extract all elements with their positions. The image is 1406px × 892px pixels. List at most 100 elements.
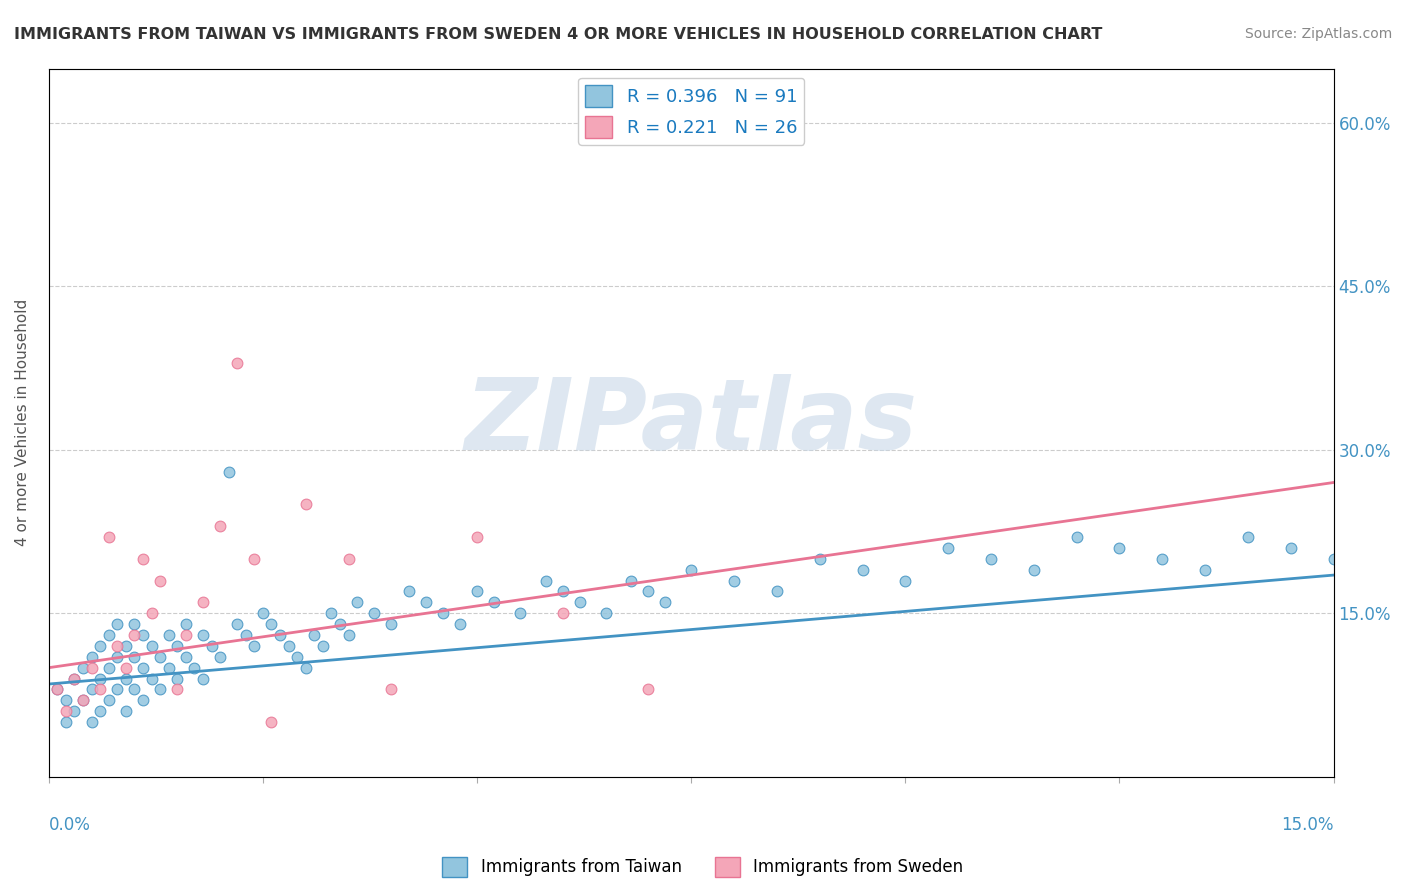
Point	[329, 617, 352, 632]
Point	[252, 606, 274, 620]
Point	[63, 672, 86, 686]
Point	[449, 617, 471, 632]
Point	[157, 661, 180, 675]
Point	[72, 661, 94, 675]
Point	[380, 617, 402, 632]
Point	[260, 617, 283, 632]
Point	[55, 704, 77, 718]
Point	[97, 628, 120, 642]
Point	[1152, 551, 1174, 566]
Point	[209, 519, 232, 533]
Point	[209, 649, 232, 664]
Point	[132, 693, 155, 707]
Point	[191, 672, 214, 686]
Point	[97, 693, 120, 707]
Point	[149, 649, 172, 664]
Point	[226, 617, 249, 632]
Point	[851, 563, 873, 577]
Point	[637, 584, 659, 599]
Point	[1194, 563, 1216, 577]
Point	[363, 606, 385, 620]
Point	[97, 530, 120, 544]
Point	[80, 661, 103, 675]
Point	[149, 574, 172, 588]
Point	[141, 672, 163, 686]
Point	[124, 682, 146, 697]
Point	[63, 672, 86, 686]
Point	[766, 584, 789, 599]
Point	[808, 551, 831, 566]
Point	[894, 574, 917, 588]
Point	[509, 606, 531, 620]
Point	[595, 606, 617, 620]
Point	[89, 682, 111, 697]
Point	[115, 661, 138, 675]
Point	[620, 574, 643, 588]
Text: ZIPatlas: ZIPatlas	[464, 374, 918, 471]
Point	[380, 682, 402, 697]
Point	[105, 617, 128, 632]
Point	[681, 563, 703, 577]
Point	[218, 465, 240, 479]
Point	[337, 551, 360, 566]
Point	[465, 530, 488, 544]
Point	[124, 617, 146, 632]
Point	[534, 574, 557, 588]
Point	[285, 649, 308, 664]
Point	[312, 639, 335, 653]
Point	[89, 672, 111, 686]
Point	[936, 541, 959, 555]
Point	[226, 356, 249, 370]
Text: IMMIGRANTS FROM TAIWAN VS IMMIGRANTS FROM SWEDEN 4 OR MORE VEHICLES IN HOUSEHOLD: IMMIGRANTS FROM TAIWAN VS IMMIGRANTS FRO…	[14, 27, 1102, 42]
Point	[1279, 541, 1302, 555]
Point	[1323, 551, 1346, 566]
Point	[183, 661, 205, 675]
Text: 0.0%: 0.0%	[49, 815, 90, 833]
Point	[277, 639, 299, 653]
Point	[398, 584, 420, 599]
Y-axis label: 4 or more Vehicles in Household: 4 or more Vehicles in Household	[15, 299, 30, 546]
Point	[294, 497, 316, 511]
Point	[415, 595, 437, 609]
Point	[654, 595, 676, 609]
Point	[141, 606, 163, 620]
Point	[346, 595, 368, 609]
Point	[166, 639, 188, 653]
Point	[105, 682, 128, 697]
Point	[551, 584, 574, 599]
Point	[141, 639, 163, 653]
Point	[132, 628, 155, 642]
Point	[157, 628, 180, 642]
Point	[260, 715, 283, 730]
Point	[243, 639, 266, 653]
Point	[200, 639, 222, 653]
Point	[166, 672, 188, 686]
Point	[115, 704, 138, 718]
Point	[482, 595, 505, 609]
Point	[105, 639, 128, 653]
Legend: R = 0.396   N = 91, R = 0.221   N = 26: R = 0.396 N = 91, R = 0.221 N = 26	[578, 78, 804, 145]
Point	[551, 606, 574, 620]
Point	[115, 639, 138, 653]
Point	[132, 551, 155, 566]
Point	[72, 693, 94, 707]
Point	[80, 715, 103, 730]
Point	[337, 628, 360, 642]
Point	[304, 628, 326, 642]
Point	[55, 693, 77, 707]
Point	[568, 595, 591, 609]
Point	[465, 584, 488, 599]
Point	[105, 649, 128, 664]
Text: 15.0%: 15.0%	[1281, 815, 1334, 833]
Point	[124, 649, 146, 664]
Point	[174, 628, 197, 642]
Point	[166, 682, 188, 697]
Point	[980, 551, 1002, 566]
Point	[243, 551, 266, 566]
Point	[124, 628, 146, 642]
Point	[191, 595, 214, 609]
Point	[637, 682, 659, 697]
Point	[63, 704, 86, 718]
Point	[89, 639, 111, 653]
Point	[89, 704, 111, 718]
